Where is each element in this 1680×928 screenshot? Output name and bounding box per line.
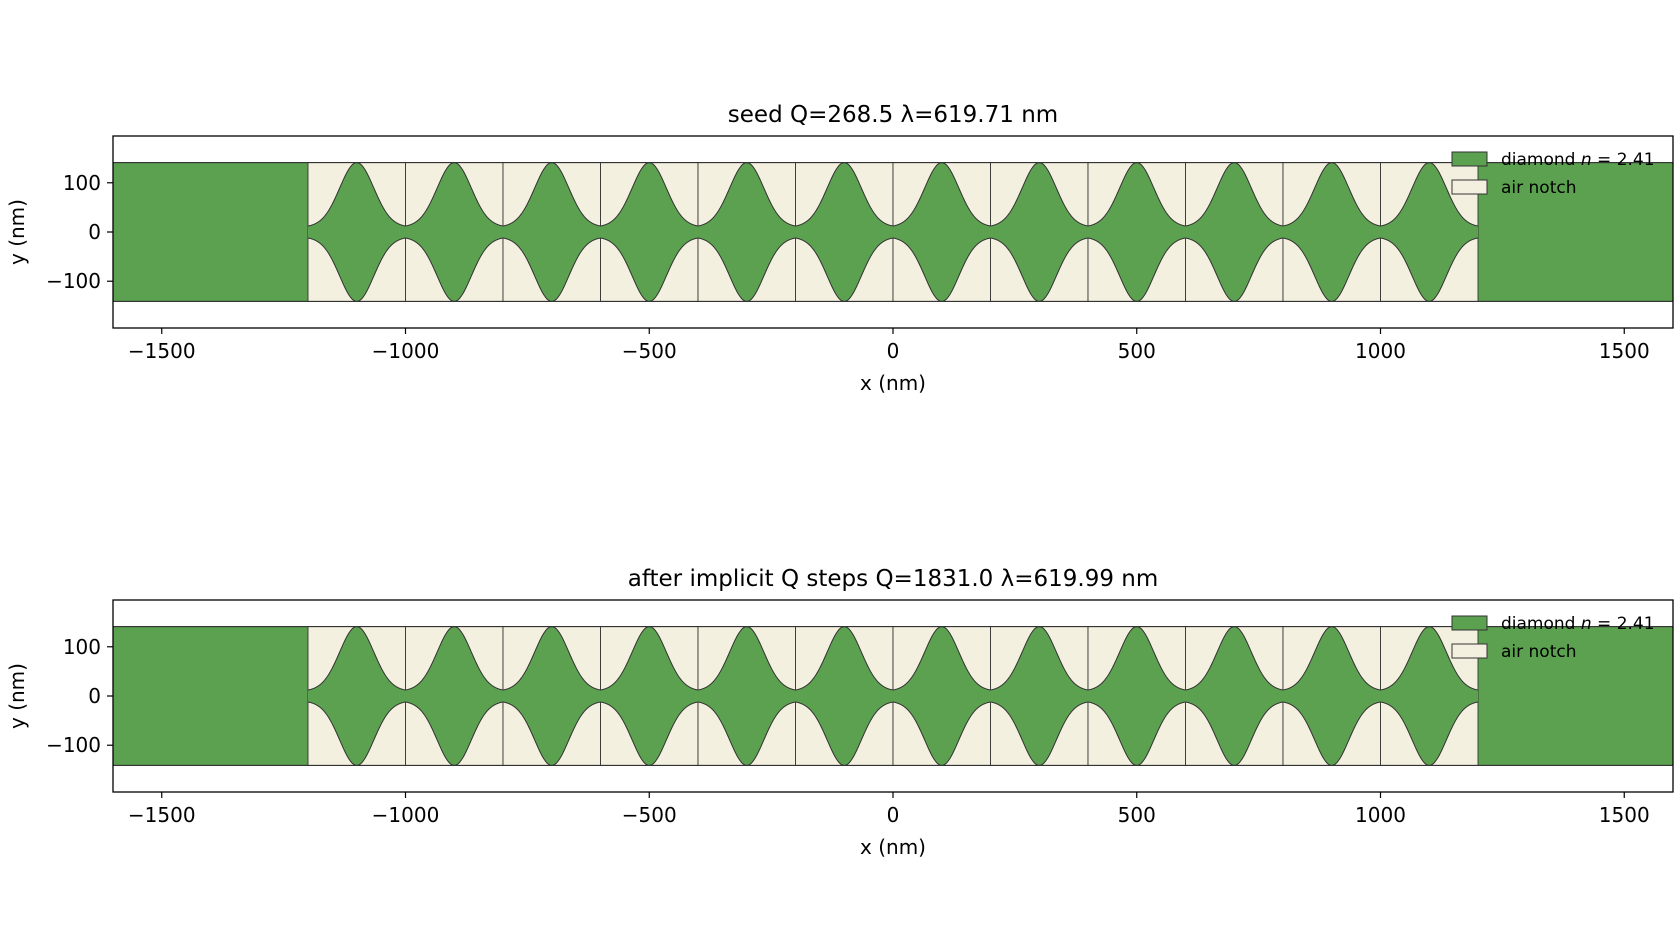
legend-label: diamond n = 2.41 — [1501, 614, 1655, 634]
legend: diamond n = 2.41 air notch — [1451, 614, 1655, 662]
plot-area — [113, 162, 1673, 302]
x-tick-label: 0 — [887, 803, 900, 827]
x-tick-label: −1500 — [128, 339, 196, 363]
y-tick-label: −100 — [46, 733, 101, 757]
legend-label: air notch — [1501, 178, 1577, 198]
legend-swatch — [1451, 151, 1488, 167]
x-tick-label: 0 — [887, 339, 900, 363]
diamond-spine — [308, 691, 1478, 701]
y-tick-label: 100 — [63, 635, 101, 659]
x-tick-label: 1500 — [1599, 339, 1650, 363]
y-tick-label: 0 — [88, 220, 101, 244]
y-tick-label: 0 — [88, 684, 101, 708]
x-axis-label: x (nm) — [860, 835, 926, 859]
x-tick-label: 1000 — [1355, 339, 1406, 363]
x-tick-label: −500 — [622, 339, 677, 363]
x-axis-label: x (nm) — [860, 371, 926, 395]
x-tick-label: 500 — [1118, 339, 1156, 363]
y-axis-label: y (nm) — [5, 199, 29, 265]
legend-swatch — [1451, 179, 1488, 195]
legend-swatch — [1451, 643, 1488, 659]
chart-title: after implicit Q steps Q=1831.0 λ=619.99… — [628, 566, 1159, 592]
x-tick-label: −500 — [622, 803, 677, 827]
chart-title: seed Q=268.5 λ=619.71 nm — [728, 102, 1058, 128]
plot-area — [113, 626, 1673, 766]
legend: diamond n = 2.41 air notch — [1451, 150, 1655, 198]
x-tick-label: 1000 — [1355, 803, 1406, 827]
legend-label: diamond n = 2.41 — [1501, 150, 1655, 170]
x-tick-label: 1500 — [1599, 803, 1650, 827]
y-tick-label: 100 — [63, 171, 101, 195]
x-tick-label: 500 — [1118, 803, 1156, 827]
diamond-spine — [308, 227, 1478, 237]
legend-swatch — [1451, 615, 1488, 631]
legend-label: air notch — [1501, 642, 1577, 662]
x-tick-label: −1000 — [372, 339, 440, 363]
subplot-2: −1500 −1000 −500 0 500 1000 15001000−100after … — [5, 566, 1674, 859]
y-tick-label: −100 — [46, 269, 101, 293]
y-axis-label: y (nm) — [5, 663, 29, 729]
x-tick-label: −1000 — [372, 803, 440, 827]
x-tick-label: −1500 — [128, 803, 196, 827]
